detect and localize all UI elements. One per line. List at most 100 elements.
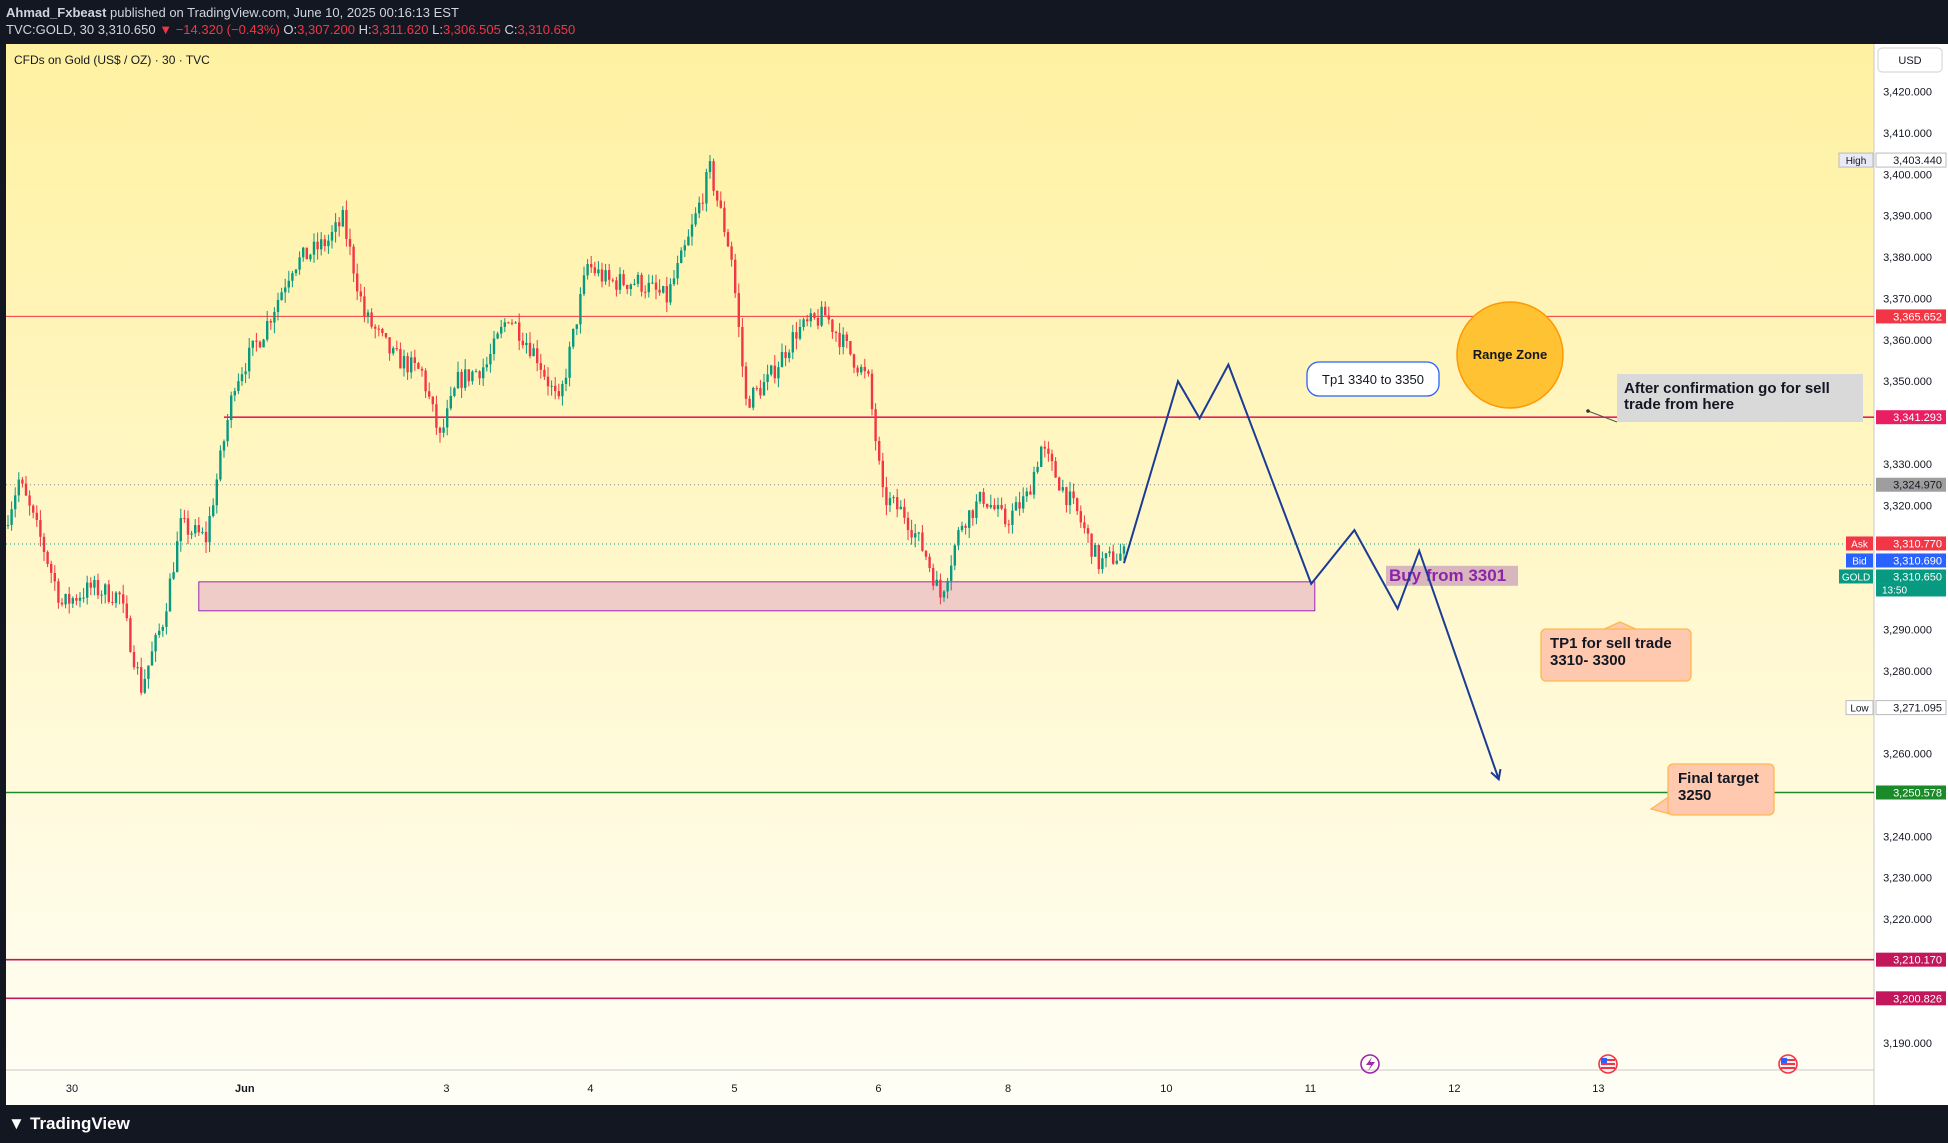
candle-body xyxy=(111,601,114,603)
horizontal-levels: 3,365.652 3,341.293 3,250.578 3,210.170 3,20… xyxy=(6,309,1946,1006)
gold-countdown-tag xyxy=(1876,583,1946,597)
candle-body xyxy=(1108,551,1111,554)
candle-body xyxy=(280,292,283,301)
candle-body xyxy=(64,594,67,605)
y-tick-label: 3,400.000 xyxy=(1883,169,1932,181)
candle-body xyxy=(784,352,787,359)
candle-body xyxy=(482,367,485,379)
candle-body xyxy=(525,342,528,346)
candle-body xyxy=(474,371,478,373)
candle-body xyxy=(892,497,895,499)
candle-body xyxy=(903,506,906,518)
candle-body xyxy=(752,387,755,408)
buy-zone-layer: Buy from 3301 xyxy=(198,565,1518,612)
candle-body xyxy=(392,348,395,354)
us-flag-event-icon[interactable] xyxy=(1778,1054,1798,1074)
event-lightning-icon[interactable] xyxy=(1360,1054,1380,1074)
candle-body xyxy=(359,291,362,297)
candle-body xyxy=(312,241,316,255)
candle-body xyxy=(942,591,946,598)
candle-body xyxy=(291,273,294,281)
gold-side-tag xyxy=(1839,569,1873,584)
candle-body xyxy=(381,329,384,334)
y-tick-label: 3,360.000 xyxy=(1883,335,1932,347)
candle-body xyxy=(791,332,794,353)
candle-body xyxy=(75,598,78,601)
candle-body xyxy=(518,322,521,341)
candle-body xyxy=(10,509,13,525)
high-label: H: xyxy=(358,22,372,37)
candle-body xyxy=(316,241,319,250)
y-tick-label: 3,410.000 xyxy=(1883,128,1932,140)
tp1-buy-callout[interactable] xyxy=(1306,361,1440,397)
time-axis[interactable]: 30 Jun 3 4 5 6 8 10 11 12 13 xyxy=(66,1083,1605,1095)
candle-body xyxy=(982,492,985,504)
candle-body xyxy=(813,313,816,318)
candle-body xyxy=(719,200,722,208)
candle-body xyxy=(683,245,686,251)
currency-button[interactable] xyxy=(1877,47,1943,73)
candle-body xyxy=(356,273,359,292)
candle-body xyxy=(730,246,733,260)
final-target-text-line1: Final target xyxy=(1678,770,1759,787)
y-tick-label: 3,330.000 xyxy=(1883,459,1932,471)
level-price-label: 3,250.578 xyxy=(1893,787,1942,799)
candle-body xyxy=(194,525,197,534)
tp1-sell-callout[interactable] xyxy=(1540,628,1692,682)
x-tick-label: 6 xyxy=(875,1083,881,1095)
candle-body xyxy=(258,341,262,348)
high-side-label: High xyxy=(1846,156,1867,167)
candle-body xyxy=(197,525,200,533)
projection-path[interactable] xyxy=(1123,362,1498,779)
price-chart[interactable]: 3,365.652 3,341.293 3,250.578 3,210.170 3,20… xyxy=(0,44,1948,1105)
candle-body xyxy=(957,530,960,546)
candle-body xyxy=(975,501,978,518)
x-tick-label: 5 xyxy=(731,1083,737,1095)
candle-body xyxy=(183,518,186,520)
candle-body xyxy=(917,532,920,534)
prev-close-price-value: 3,324.970 xyxy=(1893,480,1942,492)
candle-body xyxy=(150,651,154,666)
candle-body xyxy=(1104,553,1108,559)
candle-body xyxy=(24,483,28,496)
price-axis[interactable]: 3,420.000 3,410.000 3,400.000 3,390.000 3,38… xyxy=(1838,87,1947,1051)
candle-body xyxy=(1047,448,1050,454)
candle-body xyxy=(759,388,762,396)
after-confirmation-callout[interactable] xyxy=(1617,374,1863,422)
candle-body xyxy=(575,324,578,329)
candle-body xyxy=(186,518,190,535)
candle-body xyxy=(28,495,31,506)
candle-body xyxy=(50,563,53,573)
y-tick-label: 3,190.000 xyxy=(1883,1038,1932,1050)
candle-body xyxy=(161,626,164,631)
candle-body xyxy=(1068,491,1072,506)
tradingview-logo[interactable]: ▼ TradingView xyxy=(8,1114,130,1134)
candle-body xyxy=(842,334,845,347)
buy-zone-rect[interactable] xyxy=(198,581,1316,612)
y-tick-label: 3,420.000 xyxy=(1883,87,1932,99)
x-tick-label: 11 xyxy=(1305,1083,1316,1095)
candle-body xyxy=(546,376,550,387)
candle-body xyxy=(485,364,488,368)
final-target-callout[interactable] xyxy=(1667,763,1775,816)
candle-body xyxy=(863,366,866,372)
candle-body xyxy=(564,377,568,385)
candle-body xyxy=(701,202,704,204)
candle-body xyxy=(561,384,564,397)
candle-body xyxy=(1007,524,1010,526)
candle-body xyxy=(118,592,121,595)
candle-body xyxy=(766,374,769,383)
candle-body xyxy=(510,322,514,324)
y-tick-label: 3,220.000 xyxy=(1883,914,1932,926)
candle-body xyxy=(849,341,852,355)
candle-body xyxy=(233,390,236,396)
range-zone-circle[interactable] xyxy=(1456,301,1564,409)
candle-body xyxy=(705,172,708,204)
candle-body xyxy=(716,190,719,201)
us-flag-event-icon[interactable] xyxy=(1598,1054,1618,1074)
publish-header: Ahmad_Fxbeast published on TradingView.c… xyxy=(0,0,1948,44)
candle-body xyxy=(377,328,380,330)
candle-body xyxy=(521,340,524,346)
candle-body xyxy=(629,284,632,290)
author-name[interactable]: Ahmad_Fxbeast xyxy=(6,5,107,20)
